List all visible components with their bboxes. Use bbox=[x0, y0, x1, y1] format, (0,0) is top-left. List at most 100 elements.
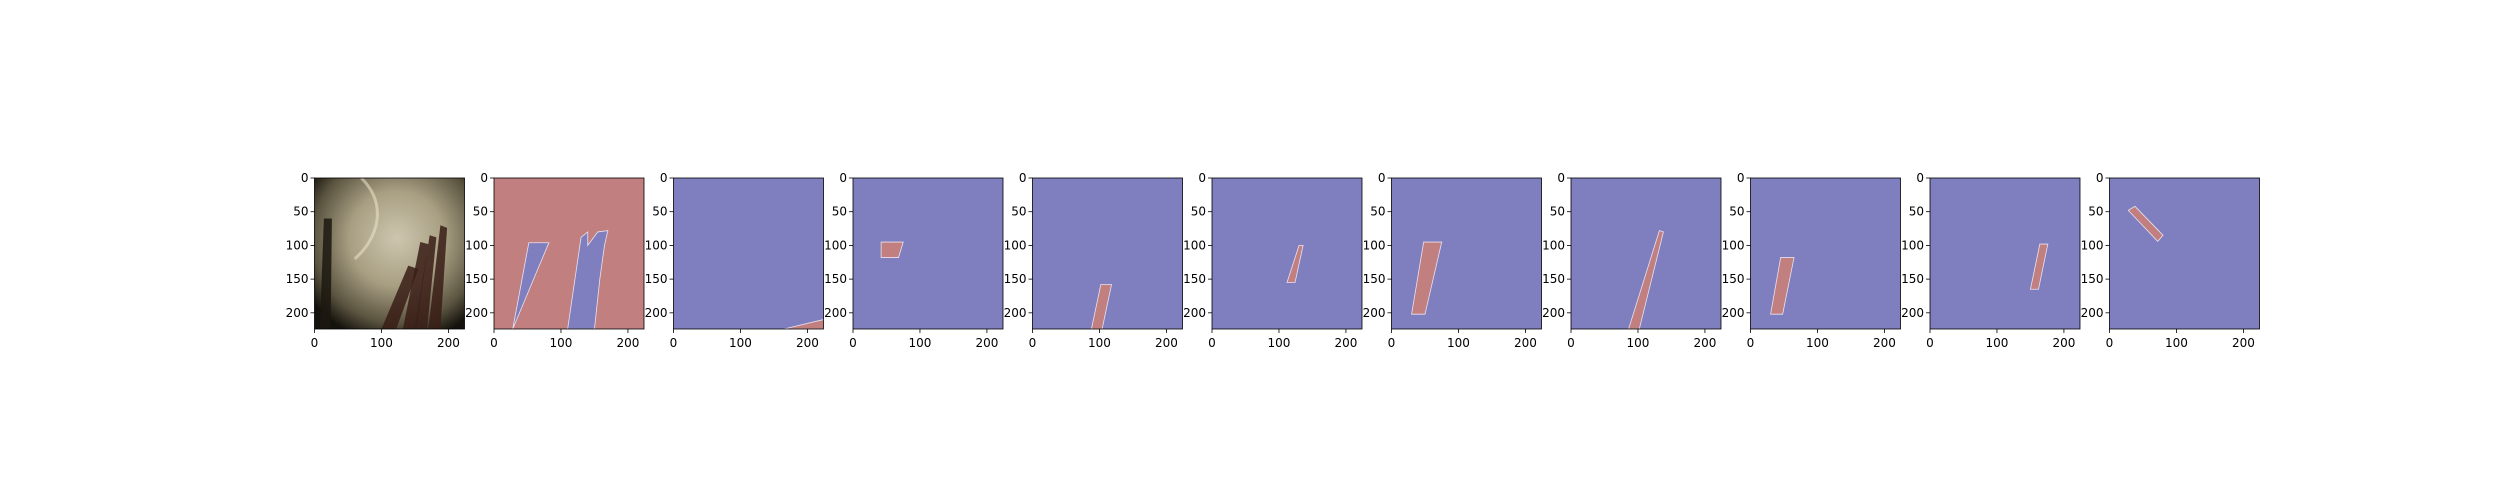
y-tick-label: 150 bbox=[465, 272, 488, 286]
panel-3: 0 100 200 0 50 100 150 200 bbox=[645, 171, 824, 350]
axes-frame bbox=[1211, 177, 1363, 330]
mask-background bbox=[673, 178, 824, 329]
y-tick-label: 0 bbox=[480, 171, 488, 185]
y-tick-label: 150 bbox=[1901, 272, 1924, 286]
y-tick-label: 200 bbox=[1004, 306, 1027, 320]
y-tick-label: 150 bbox=[1004, 272, 1027, 286]
axes-frame bbox=[1570, 177, 1722, 330]
x-tick-label: 200 bbox=[1334, 336, 1357, 350]
photo-instrument-shape bbox=[402, 242, 429, 329]
x-tick-label: 100 bbox=[729, 336, 752, 350]
x-tick-label: 200 bbox=[437, 336, 460, 350]
y-tick-label: 100 bbox=[645, 238, 668, 252]
panel-7: 0 100 200 0 50 100 150 200 bbox=[1363, 171, 1542, 350]
photo-instrument-shape bbox=[319, 218, 332, 329]
y-tick-label: 0 bbox=[1737, 171, 1745, 185]
y-tick-label: 100 bbox=[1183, 238, 1206, 252]
x-tick-label: 0 bbox=[670, 336, 678, 350]
y-tick-label: 200 bbox=[286, 306, 309, 320]
y-tick-label: 100 bbox=[1363, 238, 1386, 252]
panel-2: 0 100 200 0 50 100 150 200 bbox=[465, 171, 645, 350]
photo-instrument-shape bbox=[414, 235, 437, 329]
axes-frame bbox=[852, 177, 1004, 330]
y-tick-label: 0 bbox=[1557, 171, 1565, 185]
y-tick-label: 50 bbox=[293, 205, 308, 219]
y-tick-label: 50 bbox=[652, 205, 667, 219]
panel-5: 0 100 200 0 50 100 150 200 bbox=[1004, 171, 1183, 350]
y-tick-label: 50 bbox=[1909, 205, 1924, 219]
y-tick-label: 0 bbox=[301, 171, 309, 185]
x-tick-label: 0 bbox=[2106, 336, 2114, 350]
x-tick-label: 100 bbox=[550, 336, 573, 350]
y-tick-label: 200 bbox=[1722, 306, 1745, 320]
mask-background bbox=[1930, 178, 2080, 329]
axes-frame bbox=[1929, 177, 2081, 330]
x-tick-label: 0 bbox=[1926, 336, 1934, 350]
y-tick-label: 200 bbox=[1542, 306, 1565, 320]
y-tick-label: 0 bbox=[1198, 171, 1206, 185]
y-tick-label: 0 bbox=[1916, 171, 1924, 185]
x-tick-label: 200 bbox=[796, 336, 819, 350]
x-tick-label: 100 bbox=[2165, 336, 2188, 350]
photo-tissue-highlight bbox=[353, 176, 379, 261]
x-tick-label: 100 bbox=[370, 336, 393, 350]
x-tick-label: 0 bbox=[1029, 336, 1037, 350]
y-tick-label: 100 bbox=[824, 238, 847, 252]
x-tick-label: 200 bbox=[2232, 336, 2255, 350]
x-tick-label: 200 bbox=[1155, 336, 1178, 350]
y-tick-label: 50 bbox=[1370, 205, 1385, 219]
mask-background bbox=[1212, 178, 1362, 329]
y-tick-label: 200 bbox=[2081, 306, 2104, 320]
y-tick-label: 0 bbox=[1378, 171, 1386, 185]
y-tick-label: 0 bbox=[1019, 171, 1027, 185]
x-tick-label: 100 bbox=[1447, 336, 1470, 350]
y-tick-label: 150 bbox=[286, 272, 309, 286]
x-tick-label: 100 bbox=[1627, 336, 1650, 350]
axes-frame bbox=[673, 177, 824, 330]
y-tick-label: 100 bbox=[286, 238, 309, 252]
y-tick-label: 150 bbox=[1722, 272, 1745, 286]
x-tick-label: 0 bbox=[1747, 336, 1755, 350]
panel-11: 0 100 200 0 50 100 150 200 bbox=[2081, 171, 2260, 350]
y-tick-label: 150 bbox=[824, 272, 847, 286]
y-tick-label: 100 bbox=[1722, 238, 1745, 252]
y-tick-label: 100 bbox=[465, 238, 488, 252]
mask-region bbox=[880, 241, 904, 258]
mask-background bbox=[494, 178, 644, 329]
panel-6: 0 100 200 0 50 100 150 200 bbox=[1183, 171, 1363, 350]
y-tick-label: 50 bbox=[1729, 205, 1744, 219]
y-tick-label: 50 bbox=[1011, 205, 1026, 219]
y-tick-label: 150 bbox=[1542, 272, 1565, 286]
axes-frame bbox=[493, 177, 645, 330]
x-tick-label: 0 bbox=[311, 336, 319, 350]
y-tick-label: 200 bbox=[645, 306, 668, 320]
y-tick-label: 100 bbox=[1004, 238, 1027, 252]
y-tick-label: 150 bbox=[1183, 272, 1206, 286]
panel-9: 0 100 200 0 50 100 150 200 bbox=[1722, 171, 1901, 350]
x-tick-label: 200 bbox=[616, 336, 639, 350]
x-tick-label: 100 bbox=[1268, 336, 1291, 350]
mask-background bbox=[1571, 178, 1721, 329]
x-tick-label: 0 bbox=[490, 336, 498, 350]
axes-frame bbox=[1391, 177, 1542, 330]
y-tick-label: 200 bbox=[1183, 306, 1206, 320]
axes-frame bbox=[2109, 177, 2260, 330]
x-tick-label: 200 bbox=[1693, 336, 1716, 350]
y-tick-label: 50 bbox=[2088, 205, 2103, 219]
x-tick-label: 100 bbox=[1986, 336, 2009, 350]
mask-background bbox=[1032, 178, 1183, 329]
y-tick-label: 50 bbox=[832, 205, 847, 219]
panel-10: 0 100 200 0 50 100 150 200 bbox=[1901, 171, 2081, 350]
x-tick-label: 0 bbox=[1208, 336, 1216, 350]
x-tick-label: 200 bbox=[1514, 336, 1537, 350]
y-tick-label: 0 bbox=[839, 171, 847, 185]
y-tick-label: 50 bbox=[473, 205, 488, 219]
y-tick-label: 150 bbox=[1363, 272, 1386, 286]
y-tick-label: 0 bbox=[2096, 171, 2104, 185]
y-tick-label: 50 bbox=[1191, 205, 1206, 219]
y-tick-label: 150 bbox=[645, 272, 668, 286]
y-tick-label: 0 bbox=[660, 171, 668, 185]
x-tick-label: 200 bbox=[1873, 336, 1896, 350]
mask-region bbox=[1770, 257, 1795, 315]
